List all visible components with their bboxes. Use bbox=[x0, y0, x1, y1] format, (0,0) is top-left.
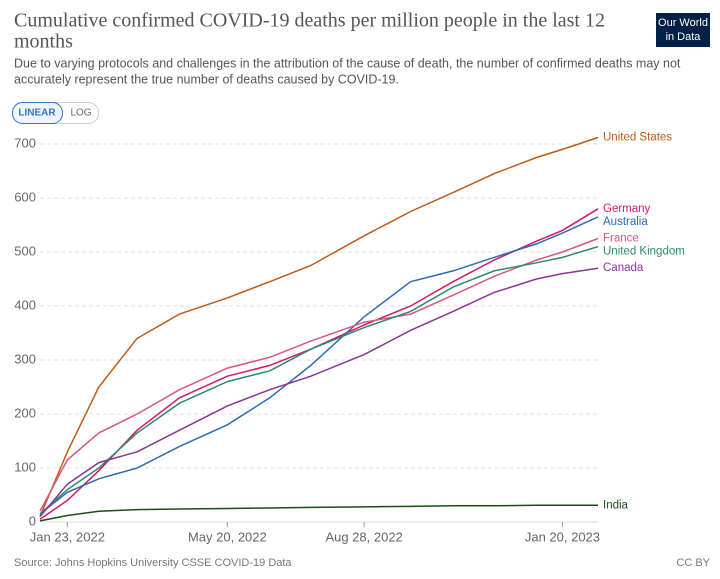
license: CC BY bbox=[676, 557, 710, 569]
chart-title: Cumulative confirmed COVID-19 deaths per… bbox=[14, 10, 605, 32]
linear-label[interactable]: LINEAR bbox=[18, 108, 56, 119]
chart-title: months bbox=[14, 31, 73, 53]
y-tick-label: 200 bbox=[14, 405, 36, 420]
series-line bbox=[39, 216, 599, 515]
y-tick-label: 400 bbox=[14, 297, 36, 312]
legend-label: United States bbox=[603, 132, 672, 144]
y-tick-label: 100 bbox=[14, 459, 36, 474]
y-tick-label: 500 bbox=[14, 243, 36, 258]
x-tick-label: Jan 20, 2023 bbox=[525, 529, 600, 544]
series-line bbox=[39, 237, 599, 512]
logo-text: Our World bbox=[658, 17, 708, 29]
x-tick-label: Aug 28, 2022 bbox=[325, 529, 402, 544]
legend-label: Canada bbox=[603, 262, 644, 274]
legend-label: United Kingdom bbox=[603, 246, 685, 258]
y-tick-label: 0 bbox=[29, 513, 36, 528]
series-line bbox=[39, 245, 599, 515]
x-tick-label: May 20, 2022 bbox=[188, 529, 267, 544]
series-line bbox=[39, 136, 599, 517]
linear-button[interactable] bbox=[12, 102, 63, 124]
legend-label: Germany bbox=[603, 203, 651, 215]
x-tick-label: Jan 23, 2022 bbox=[30, 529, 105, 544]
series-line bbox=[39, 208, 599, 520]
legend-label: France bbox=[603, 233, 639, 245]
log-label[interactable]: LOG bbox=[70, 108, 91, 119]
legend-label: India bbox=[603, 499, 629, 511]
source: Source: Johns Hopkins University CSSE CO… bbox=[14, 557, 292, 569]
legend-label: Australia bbox=[603, 216, 648, 228]
subtitle: Due to varying protocols and challenges … bbox=[14, 56, 681, 70]
y-tick-label: 300 bbox=[14, 351, 36, 366]
y-tick-label: 700 bbox=[14, 135, 36, 150]
y-tick-label: 600 bbox=[14, 189, 36, 204]
subtitle: accurately represent the true number of … bbox=[14, 72, 399, 86]
series-line bbox=[39, 267, 599, 518]
logo bbox=[656, 13, 710, 47]
series-line bbox=[39, 504, 598, 522]
logo-text: in Data bbox=[666, 31, 702, 43]
